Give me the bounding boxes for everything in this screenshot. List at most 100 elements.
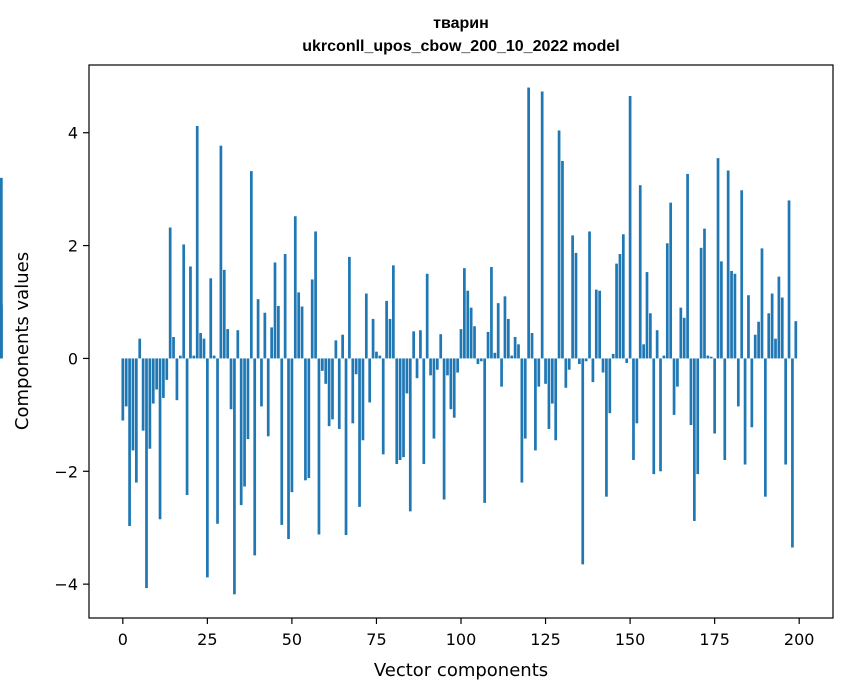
bar: [351, 358, 355, 424]
bar: [496, 303, 500, 359]
bar: [236, 330, 240, 359]
bar: [493, 352, 497, 359]
bar: [233, 358, 236, 595]
bar: [124, 358, 128, 407]
y-tick-label: −4: [54, 575, 78, 594]
bar: [767, 313, 771, 359]
bar: [787, 200, 791, 359]
bar: [605, 358, 608, 497]
bar: [134, 358, 138, 483]
bar: [151, 358, 155, 404]
y-tick-label: −2: [54, 462, 78, 481]
bar: [578, 358, 581, 365]
bar: [469, 307, 473, 359]
bar: [243, 358, 246, 487]
bar: [192, 355, 196, 359]
bar: [689, 358, 693, 426]
bar: [784, 358, 788, 465]
bar: [520, 358, 524, 483]
bar: [175, 358, 179, 401]
bar: [260, 358, 263, 407]
bar: [554, 358, 558, 441]
x-tick-label: 150: [615, 630, 646, 649]
bar: [527, 87, 530, 359]
bar: [368, 358, 372, 403]
bar: [635, 358, 639, 424]
bar: [733, 273, 737, 359]
bar: [402, 358, 405, 458]
bar: [699, 247, 703, 359]
bar: [162, 358, 165, 398]
bar: [283, 254, 287, 359]
bar: [513, 336, 517, 359]
bar: [287, 358, 290, 539]
bar: [743, 358, 747, 465]
bar: [625, 358, 629, 363]
bar: [405, 358, 409, 394]
bar: [479, 358, 483, 362]
bar: [574, 252, 578, 359]
bar: [706, 355, 710, 359]
bar: [361, 358, 365, 441]
bar: [736, 358, 740, 407]
bar: [679, 307, 683, 359]
bar: [277, 305, 280, 359]
bar: [506, 318, 510, 359]
bar: [682, 317, 686, 359]
bar: [490, 267, 493, 359]
bar: [425, 273, 429, 359]
x-tick-label: 0: [118, 630, 128, 649]
bar: [189, 266, 192, 359]
bar: [300, 306, 304, 359]
bar: [381, 358, 385, 455]
bar: [723, 358, 727, 460]
bar: [500, 358, 503, 387]
bar: [730, 270, 733, 359]
bar: [348, 256, 351, 359]
bar: [615, 263, 618, 359]
bar: [337, 358, 341, 429]
bar: [659, 358, 662, 472]
bar: [621, 234, 625, 359]
bar: [713, 358, 716, 434]
bar: [385, 300, 388, 359]
bar: [791, 358, 794, 548]
bar: [747, 295, 750, 359]
bar: [794, 321, 798, 359]
bar: [628, 96, 632, 359]
bar: [642, 344, 645, 359]
bar: [168, 227, 172, 359]
bar: [0, 304, 3, 359]
x-axis-ticks: 0 25 50 75 100 125 150 175 200: [118, 618, 814, 649]
bar: [212, 355, 216, 359]
bar: [676, 358, 679, 387]
bar: [523, 358, 527, 439]
bar: [378, 355, 382, 359]
bar: [649, 313, 652, 359]
bar: [419, 330, 422, 359]
bar: [618, 254, 622, 359]
bar: [199, 333, 202, 359]
bar: [483, 358, 487, 503]
bar: [530, 333, 534, 359]
bar: [216, 358, 219, 524]
bar: [293, 216, 297, 359]
x-axis-label: Vector components: [374, 660, 548, 681]
y-axis-label: Components values: [12, 252, 33, 430]
bar: [290, 358, 294, 493]
bar: [307, 358, 311, 479]
bar: [584, 358, 588, 362]
bar: [415, 358, 419, 379]
bar: [750, 358, 754, 428]
bar: [263, 312, 267, 359]
bar: [544, 358, 547, 384]
bar: [764, 358, 767, 497]
bar: [226, 329, 230, 359]
bar: [534, 358, 537, 451]
bar: [324, 358, 328, 384]
bar: [131, 358, 135, 451]
bar: [561, 160, 564, 359]
bar: [155, 358, 158, 390]
bar: [598, 290, 602, 359]
